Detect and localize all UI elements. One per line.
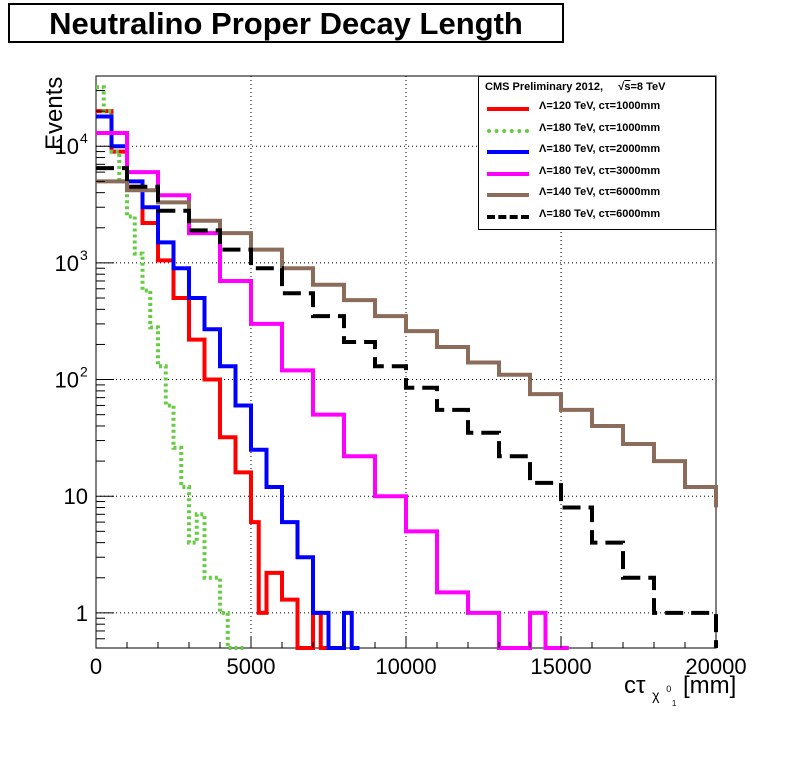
y-tick-exponent: 4 [80, 130, 88, 146]
legend-swatch [487, 171, 529, 176]
legend-entry: Λ=180 TeV, cτ=2000mm [485, 142, 711, 160]
legend-swatch [487, 107, 529, 111]
legend-entry: Λ=180 TeV, cτ=3000mm [485, 164, 711, 182]
legend-label: Λ=140 TeV, cτ=6000mm [539, 186, 661, 198]
legend-entry: Λ=120 TeV, cτ=1000mm [485, 99, 711, 117]
legend-header-energy: =8 TeV [630, 81, 666, 93]
legend-label: Λ=120 TeV, cτ=1000mm [539, 100, 661, 112]
legend-label: Λ=180 TeV, cτ=3000mm [539, 164, 661, 177]
series-line [96, 114, 360, 650]
x-tick-label: 20000 [685, 654, 746, 679]
x-label-sub: χ [652, 687, 660, 703]
x-axis-label: cτ χ 0 1 [mm] [624, 671, 736, 712]
series-layer [96, 85, 718, 650]
legend-entry: Λ=140 TeV, cτ=6000mm [485, 185, 711, 203]
legend-label: Λ=180 TeV, cτ=6000mm [539, 207, 661, 220]
legend-swatch [487, 150, 529, 154]
axis-ticks [95, 75, 717, 649]
legend-entry: Λ=180 TeV, cτ=6000mm [485, 207, 711, 225]
x-tick-label: 10000 [375, 654, 436, 679]
legend-swatch [487, 193, 529, 197]
y-tick-label: 1 [76, 601, 88, 626]
x-tick-label: 15000 [530, 654, 591, 679]
x-tick-label: 5000 [227, 654, 276, 679]
legend-swatch [487, 214, 529, 219]
x-tick-labels: 0 5000 10000 15000 20000 [90, 654, 747, 679]
legend-entry: Λ=180 TeV, cτ=1000mm [485, 121, 711, 139]
y-tick-exponent: 3 [80, 247, 88, 263]
legend: CMS Preliminary 2012, √s=8 TeV Λ=120 TeV… [478, 76, 716, 230]
series-line [96, 85, 244, 650]
y-tick-label: 10 [55, 368, 79, 393]
series-line [96, 166, 718, 648]
x-label-sub-sup: 0 [666, 684, 671, 694]
x-tick-label: 0 [90, 654, 102, 679]
x-label-sub-sub: 1 [672, 699, 677, 708]
chart-title: Neutralino Proper Decay Length [49, 6, 523, 41]
y-tick-label: 10 [64, 484, 88, 509]
legend-swatch [487, 128, 529, 133]
x-label-unit: [mm] [683, 672, 736, 699]
legend-label: Λ=180 TeV, cτ=2000mm [539, 143, 661, 155]
legend-label: Λ=180 TeV, cτ=1000mm [539, 121, 661, 134]
y-tick-label: 10 [55, 251, 79, 276]
y-tick-exponent: 2 [80, 364, 88, 380]
chart-title-box: Neutralino Proper Decay Length [8, 3, 564, 43]
legend-header-sqrt-s: s [624, 81, 631, 93]
series-line [96, 179, 718, 508]
y-tick-label: 10 [55, 134, 79, 159]
x-label-base: cτ [624, 672, 646, 699]
legend-header: CMS Preliminary 2012, √s=8 TeV [485, 81, 666, 93]
legend-header-text: CMS Preliminary 2012, [485, 81, 604, 93]
y-axis-label: Events [41, 77, 68, 150]
